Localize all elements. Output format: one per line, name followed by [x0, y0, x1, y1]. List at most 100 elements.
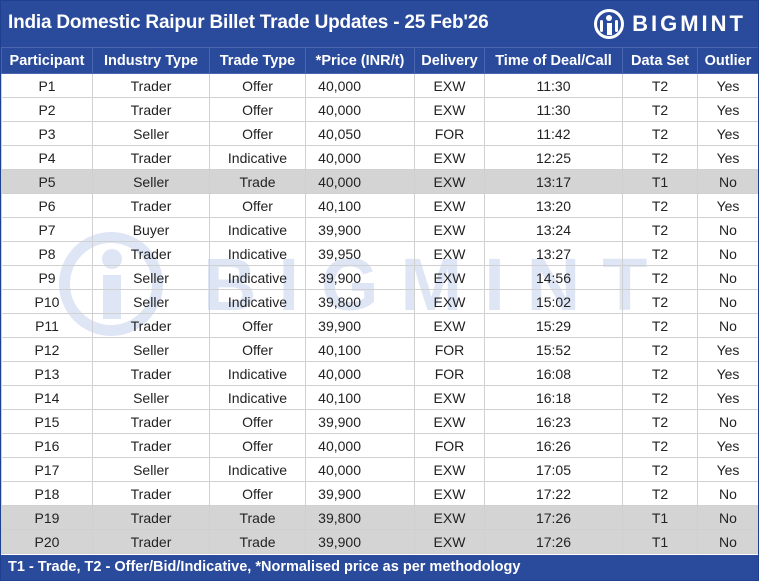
- table-row: P16 Trader Offer 40,000 FOR 16:26 T2 Yes: [1, 433, 758, 458]
- participant-cell: P15: [1, 409, 93, 434]
- price-cell: 40,000: [305, 361, 415, 386]
- table-row: P15 Trader Offer 39,900 EXW 16:23 T2 No: [1, 409, 758, 434]
- outlier-cell: Yes: [697, 73, 758, 98]
- participant-cell: P20: [1, 529, 93, 554]
- delivery-cell: EXW: [414, 313, 485, 338]
- time-cell: 13:17: [484, 169, 623, 194]
- data-set-cell: T2: [622, 241, 698, 266]
- price-value: 40,000: [318, 437, 361, 454]
- participant-cell: P6: [1, 193, 93, 218]
- participant-cell: P7: [1, 217, 93, 242]
- delivery-cell: EXW: [414, 457, 485, 482]
- industry-type-cell: Trader: [92, 241, 210, 266]
- price-cell: 39,800: [305, 289, 415, 314]
- price-value: 40,000: [318, 149, 361, 166]
- participant-cell: P1: [1, 73, 93, 98]
- industry-type-cell: Trader: [92, 505, 210, 530]
- outlier-cell: Yes: [697, 193, 758, 218]
- data-set-cell: T2: [622, 409, 698, 434]
- price-value: 40,000: [318, 365, 361, 382]
- price-value: 40,100: [318, 197, 361, 214]
- price-cell: 39,950: [305, 241, 415, 266]
- column-header: Delivery: [414, 47, 485, 74]
- participant-cell: P3: [1, 121, 93, 146]
- time-cell: 16:26: [484, 433, 623, 458]
- delivery-cell: EXW: [414, 73, 485, 98]
- industry-type-cell: Seller: [92, 121, 210, 146]
- data-set-cell: T2: [622, 361, 698, 386]
- delivery-cell: FOR: [414, 121, 485, 146]
- table-row: P10 Seller Indicative 39,800 EXW 15:02 T2 No: [1, 289, 758, 314]
- outlier-cell: Yes: [697, 337, 758, 362]
- price-cell: 39,900: [305, 217, 415, 242]
- trade-type-cell: Indicative: [209, 385, 306, 410]
- price-cell: 39,900: [305, 409, 415, 434]
- column-header: Trade Type: [209, 47, 306, 74]
- time-cell: 17:05: [484, 457, 623, 482]
- delivery-cell: EXW: [414, 217, 485, 242]
- table-row: P18 Trader Offer 39,900 EXW 17:22 T2 No: [1, 481, 758, 506]
- time-cell: 16:18: [484, 385, 623, 410]
- footer-note: T1 - Trade, T2 - Offer/Bid/Indicative, *…: [1, 555, 758, 580]
- industry-type-cell: Trader: [92, 433, 210, 458]
- outlier-cell: No: [697, 289, 758, 314]
- industry-type-cell: Trader: [92, 481, 210, 506]
- delivery-cell: EXW: [414, 265, 485, 290]
- participant-cell: P5: [1, 169, 93, 194]
- industry-type-cell: Trader: [92, 193, 210, 218]
- outlier-cell: Yes: [697, 433, 758, 458]
- delivery-cell: FOR: [414, 337, 485, 362]
- data-set-cell: T2: [622, 73, 698, 98]
- outlier-cell: Yes: [697, 97, 758, 122]
- industry-type-cell: Trader: [92, 73, 210, 98]
- column-header: Industry Type: [92, 47, 210, 74]
- table-body: P1 Trader Offer 40,000 EXW 11:30 T2 Yes P2 Trader…: [1, 73, 758, 554]
- participant-cell: P19: [1, 505, 93, 530]
- table-row: P17 Seller Indicative 40,000 EXW 17:05 T2 Yes: [1, 457, 758, 482]
- table-row: P5 Seller Trade 40,000 EXW 13:17 T1 No: [1, 169, 758, 194]
- price-cell: 39,800: [305, 505, 415, 530]
- industry-type-cell: Seller: [92, 265, 210, 290]
- price-value: 39,900: [318, 533, 361, 550]
- time-cell: 15:52: [484, 337, 623, 362]
- outlier-cell: No: [697, 409, 758, 434]
- price-value: 39,950: [318, 245, 361, 262]
- table-row: P11 Trader Offer 39,900 EXW 15:29 T2 No: [1, 313, 758, 338]
- data-set-cell: T2: [622, 193, 698, 218]
- outlier-cell: No: [697, 169, 758, 194]
- trade-type-cell: Trade: [209, 169, 306, 194]
- table-row: P20 Trader Trade 39,900 EXW 17:26 T1 No: [1, 529, 758, 554]
- price-cell: 40,100: [305, 385, 415, 410]
- price-cell: 40,000: [305, 457, 415, 482]
- price-cell: 40,000: [305, 169, 415, 194]
- industry-type-cell: Buyer: [92, 217, 210, 242]
- trade-type-cell: Offer: [209, 121, 306, 146]
- table-row: P7 Buyer Indicative 39,900 EXW 13:24 T2 No: [1, 217, 758, 242]
- industry-type-cell: Seller: [92, 169, 210, 194]
- data-set-cell: T2: [622, 385, 698, 410]
- data-set-cell: T2: [622, 97, 698, 122]
- report-header: India Domestic Raipur Billet Trade Updat…: [1, 1, 758, 47]
- price-cell: 40,000: [305, 97, 415, 122]
- report-title: India Domestic Raipur Billet Trade Updat…: [8, 12, 489, 33]
- trade-type-cell: Indicative: [209, 457, 306, 482]
- time-cell: 13:27: [484, 241, 623, 266]
- trade-type-cell: Indicative: [209, 217, 306, 242]
- table-row: P12 Seller Offer 40,100 FOR 15:52 T2 Yes: [1, 337, 758, 362]
- price-cell: 39,900: [305, 313, 415, 338]
- time-cell: 11:42: [484, 121, 623, 146]
- time-cell: 13:24: [484, 217, 623, 242]
- industry-type-cell: Trader: [92, 145, 210, 170]
- price-value: 40,000: [318, 461, 361, 478]
- price-cell: 39,900: [305, 481, 415, 506]
- trade-type-cell: Trade: [209, 505, 306, 530]
- outlier-cell: Yes: [697, 121, 758, 146]
- delivery-cell: EXW: [414, 193, 485, 218]
- data-set-cell: T2: [622, 457, 698, 482]
- column-header: Time of Deal/Call: [484, 47, 623, 74]
- time-cell: 15:02: [484, 289, 623, 314]
- price-cell: 39,900: [305, 265, 415, 290]
- outlier-cell: No: [697, 241, 758, 266]
- time-cell: 12:25: [484, 145, 623, 170]
